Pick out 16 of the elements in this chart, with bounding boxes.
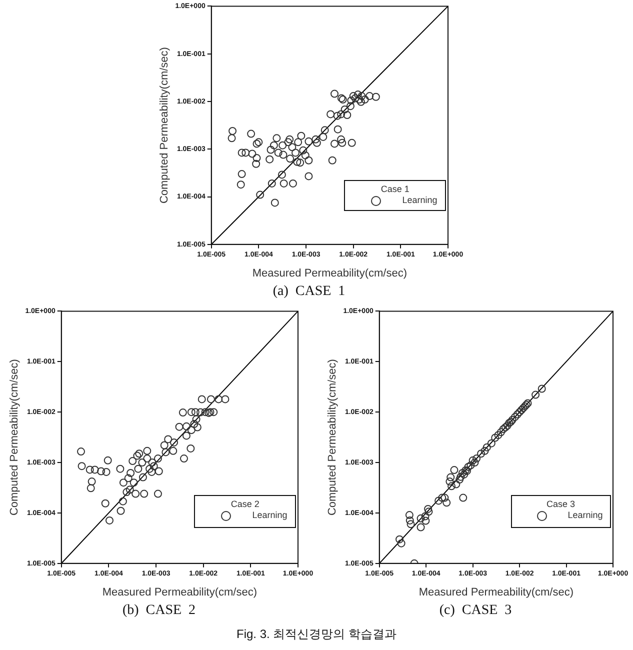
x-axis-title: Measured Permeability(cm/sec): [102, 586, 258, 598]
legend-title: Case 3: [545, 499, 576, 510]
legend-label: Learning: [402, 195, 438, 206]
y-axis-title: Computed Permeability(cm/sec): [326, 359, 339, 516]
text: (b) CASE 2: [121, 603, 197, 619]
x-axis-title: Measured Permeability(cm/sec): [418, 586, 574, 598]
caption: Fig. 3. 최적신경망의 학습결과: [235, 626, 398, 643]
text: (c) CASE 3: [438, 603, 513, 619]
legend-title: Case 1: [380, 184, 410, 194]
text: (a) CASE 1: [272, 284, 346, 300]
x-axis-title: Measured Permeability(cm/sec): [252, 267, 408, 280]
legend-label: Learning: [568, 510, 603, 520]
legend-title: Case 2: [230, 499, 260, 510]
legend-label: Learning: [252, 510, 288, 520]
y-axis-title: Computed Permeability(cm/sec): [158, 47, 171, 204]
y-axis-title: Computed Permeability(cm/sec): [8, 359, 21, 516]
